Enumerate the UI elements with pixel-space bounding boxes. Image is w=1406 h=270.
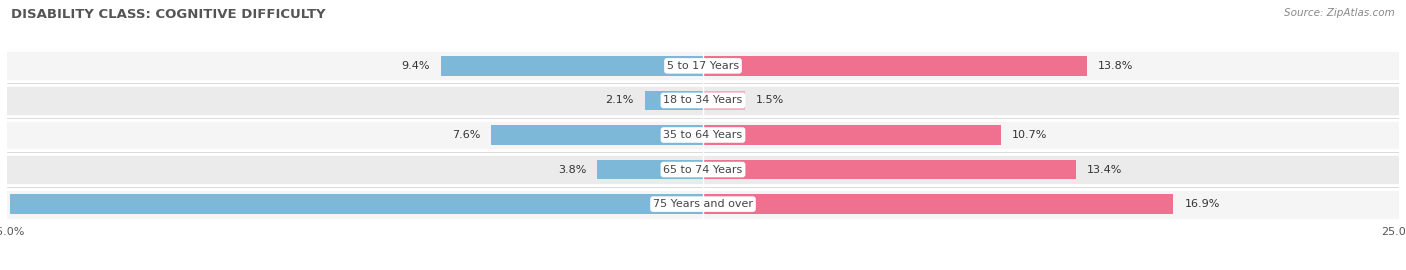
Bar	[7, 52, 1399, 79]
Bar	[703, 125, 1001, 145]
Text: 13.8%: 13.8%	[1098, 61, 1133, 71]
Text: 2.1%: 2.1%	[605, 95, 633, 106]
Bar	[7, 156, 1399, 183]
Bar	[7, 87, 1399, 114]
Text: 35 to 64 Years: 35 to 64 Years	[664, 130, 742, 140]
Text: 9.4%: 9.4%	[402, 61, 430, 71]
Text: 65 to 74 Years: 65 to 74 Years	[664, 164, 742, 175]
Text: 16.9%: 16.9%	[1185, 199, 1220, 209]
Bar	[7, 122, 1399, 148]
Text: 18 to 34 Years: 18 to 34 Years	[664, 95, 742, 106]
Bar	[492, 125, 703, 145]
Text: DISABILITY CLASS: COGNITIVE DIFFICULTY: DISABILITY CLASS: COGNITIVE DIFFICULTY	[11, 8, 326, 21]
Bar	[703, 56, 1087, 76]
Bar	[703, 91, 745, 110]
Text: 3.8%: 3.8%	[558, 164, 586, 175]
Text: 1.5%: 1.5%	[756, 95, 785, 106]
Bar	[7, 191, 1399, 218]
Bar	[441, 56, 703, 76]
Text: Source: ZipAtlas.com: Source: ZipAtlas.com	[1284, 8, 1395, 18]
Text: 10.7%: 10.7%	[1012, 130, 1047, 140]
Bar	[644, 91, 703, 110]
Bar	[703, 194, 1174, 214]
Text: 13.4%: 13.4%	[1087, 164, 1122, 175]
Bar	[703, 160, 1076, 179]
Bar	[598, 160, 703, 179]
Bar	[10, 194, 703, 214]
Text: 75 Years and over: 75 Years and over	[652, 199, 754, 209]
Text: 7.6%: 7.6%	[451, 130, 481, 140]
Text: 5 to 17 Years: 5 to 17 Years	[666, 61, 740, 71]
